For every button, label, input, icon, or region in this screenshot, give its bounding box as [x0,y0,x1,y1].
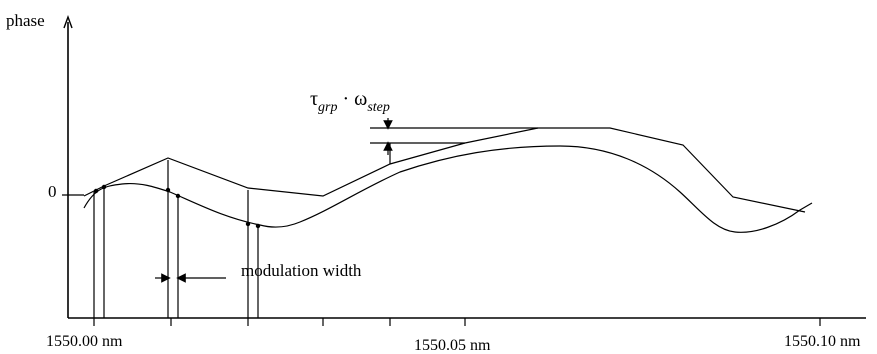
y-axis-label: phase [6,11,45,30]
x-tick-label-3: 1550.10 nm [784,333,861,350]
phase-curve-smooth [83,145,813,233]
x-axis: 1550.00 nm 1550.05 nm 1550.10 nm [46,317,866,354]
modulation-width-label: modulation width [241,261,362,280]
step-label: τgrp · ωstep [310,88,390,115]
modulation-width-annotation: modulation width [155,261,362,283]
x-tick-label-1: 1550.00 nm [46,333,123,350]
x-tick-label-2: 1550.05 nm [414,337,491,354]
zero-label: 0 [48,182,57,201]
phase-curve-steps [83,127,806,213]
sampling-lines [93,160,261,318]
step-annotation: τgrp · ωstep [310,88,538,164]
y-axis: phase 0 [6,11,84,318]
